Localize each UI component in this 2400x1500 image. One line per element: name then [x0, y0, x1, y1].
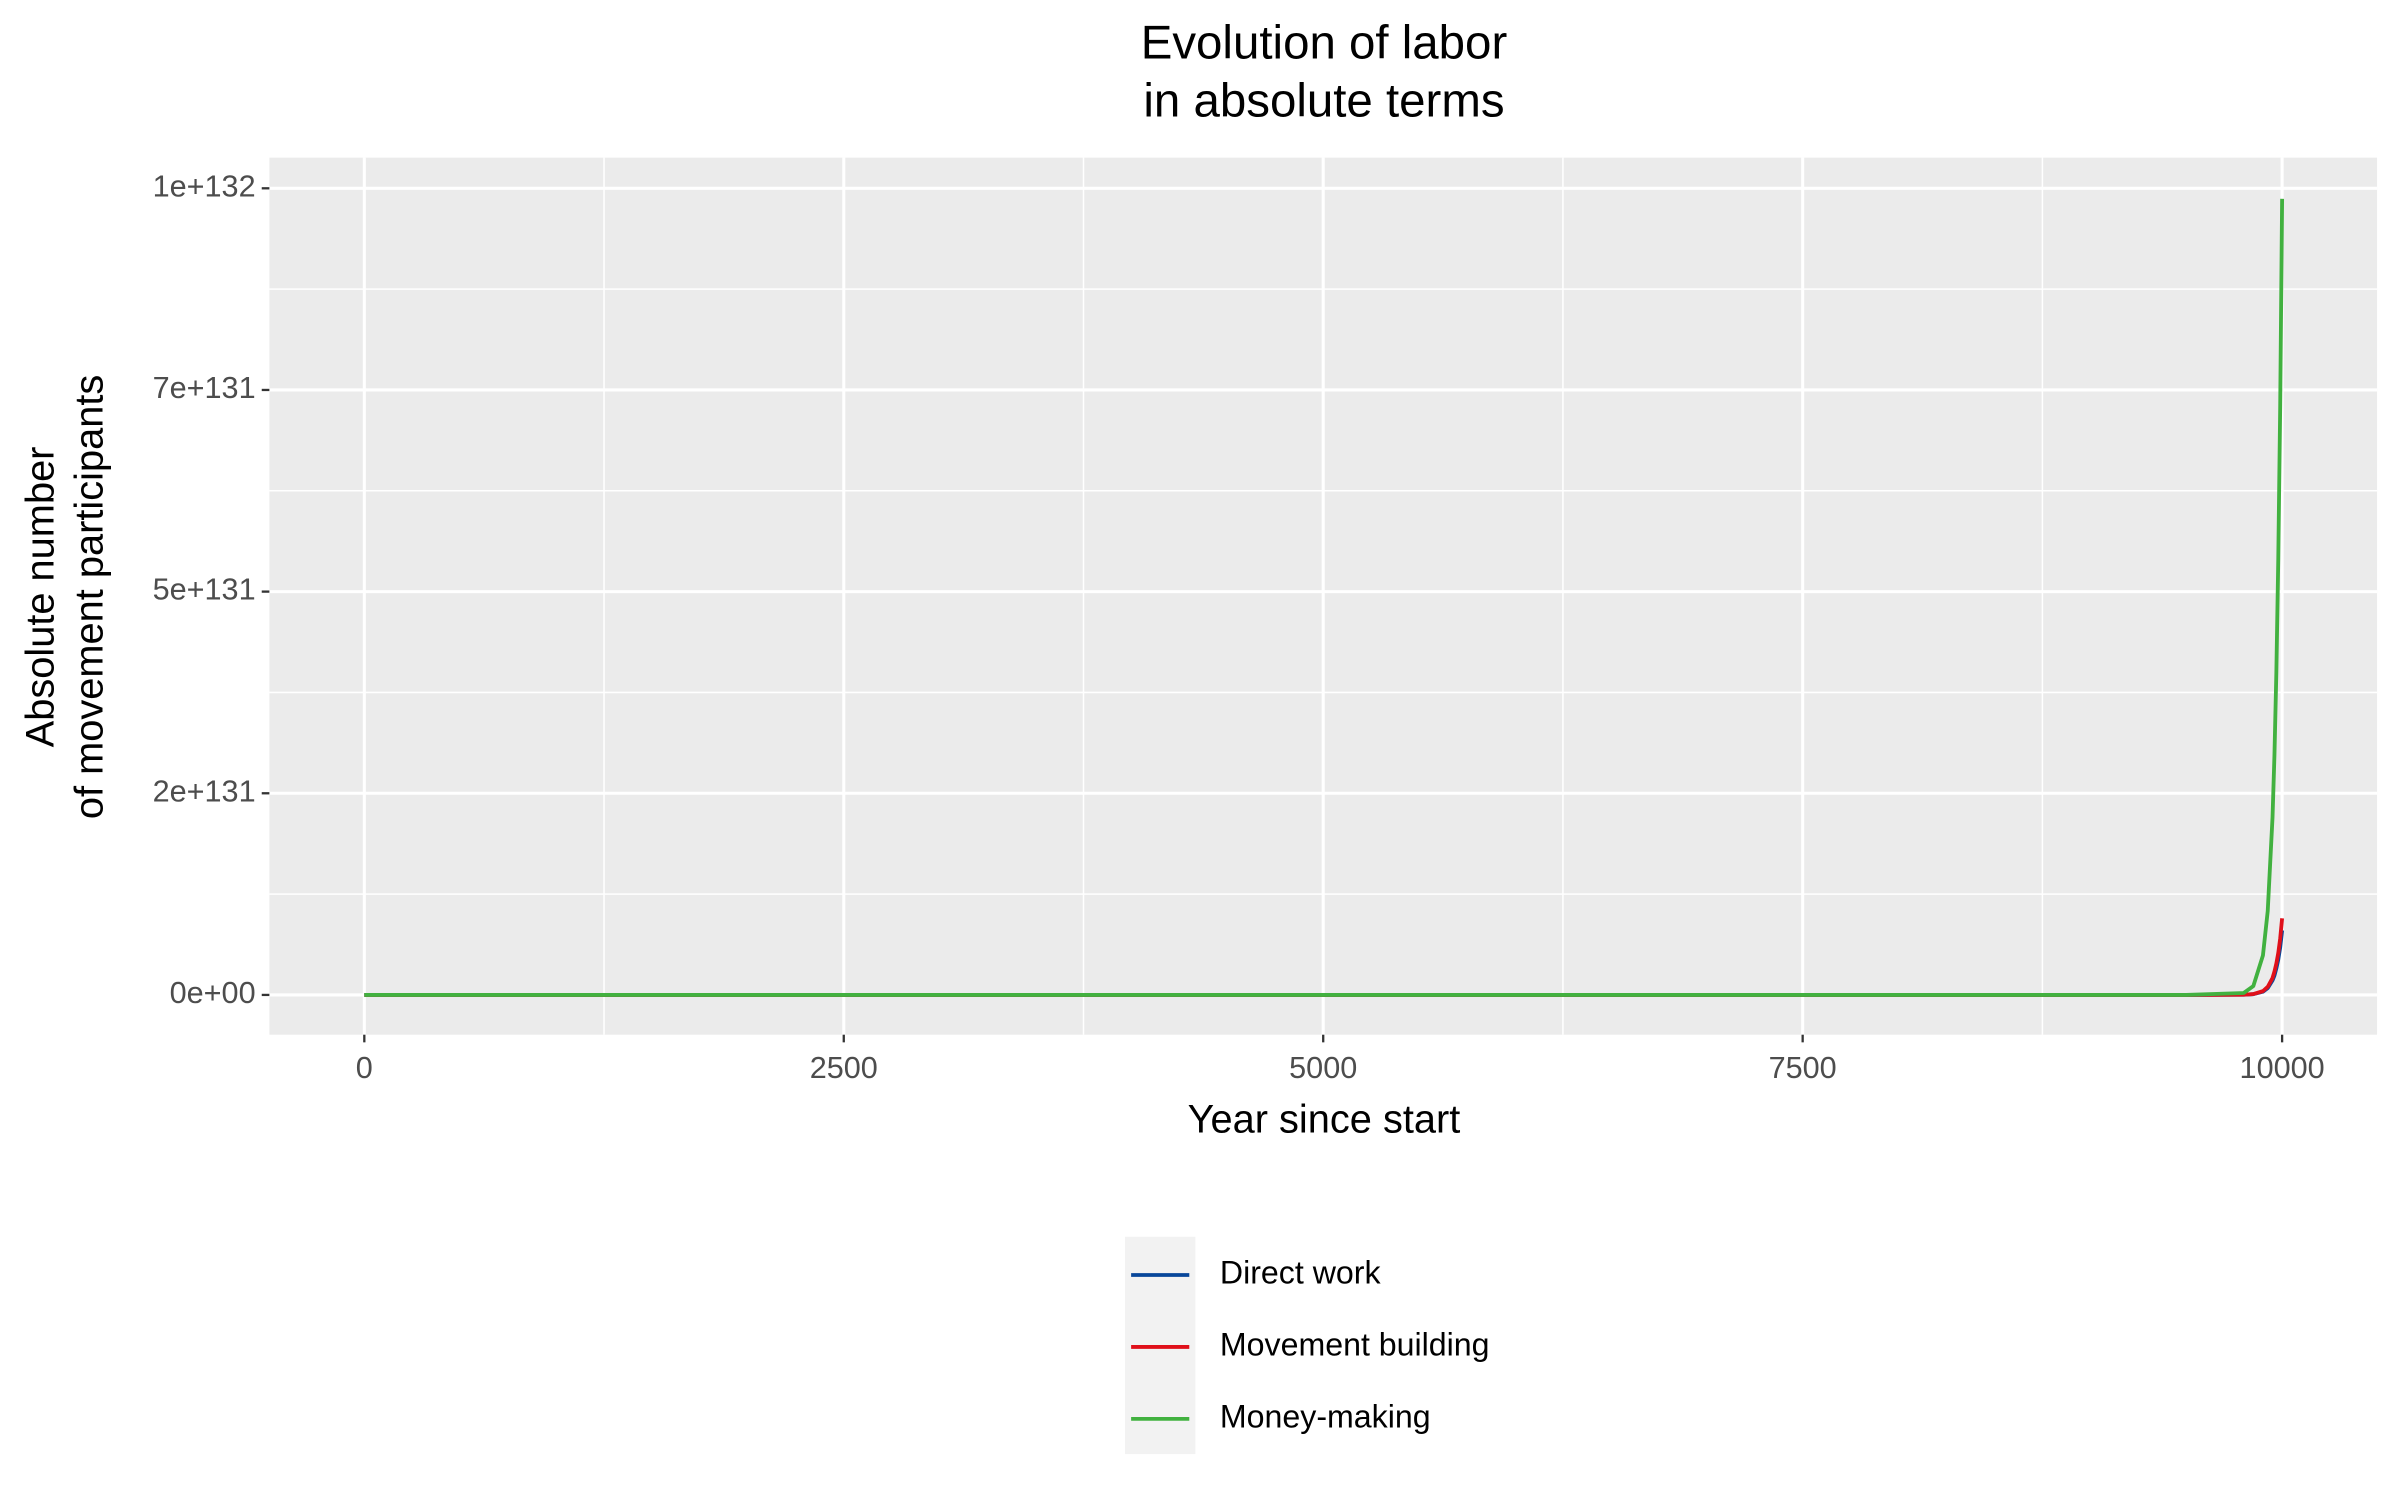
x-tick-label: 0 — [356, 1051, 373, 1085]
x-tick-label: 2500 — [810, 1051, 878, 1085]
legend-label: Direct work — [1220, 1254, 1382, 1290]
axes: 0e+00 2e+131 5e+131 7e+131 1e+132 0 2500 5000 75… — [153, 169, 2325, 1085]
legend-label: Movement building — [1220, 1326, 1490, 1362]
y-tick-label: 1e+132 — [153, 169, 256, 203]
y-axis-label: of movement participants — [67, 375, 111, 819]
x-tick-label: 7500 — [1769, 1051, 1837, 1085]
series-line — [364, 198, 2285, 997]
y-tick-label: 2e+131 — [153, 774, 256, 808]
chart-title: in absolute terms — [1143, 75, 1504, 128]
y-tick-label: 5e+131 — [153, 573, 256, 607]
legend: Direct work Movement building Money-making — [1131, 1254, 1490, 1434]
y-tick-label: 0e+00 — [170, 976, 256, 1010]
plot-lines — [364, 198, 2285, 997]
chart-title: Evolution of labor — [1141, 16, 1508, 69]
y-tick-label: 7e+131 — [153, 371, 256, 405]
x-axis-label: Year since start — [1188, 1097, 1461, 1141]
legend-label: Money-making — [1220, 1398, 1431, 1434]
x-tick-label: 10000 — [2240, 1051, 2325, 1085]
y-axis-label: Absolute number — [18, 447, 62, 748]
x-tick-label: 5000 — [1289, 1051, 1357, 1085]
